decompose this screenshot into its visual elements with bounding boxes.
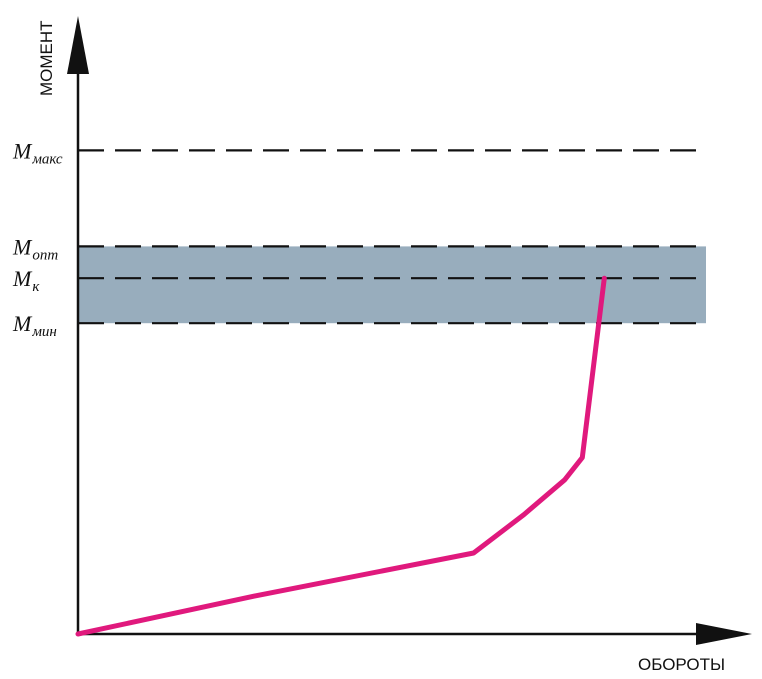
level-label-sub: опт	[32, 247, 58, 263]
level-label-main: M	[12, 311, 33, 336]
level-label-main: M	[12, 266, 33, 291]
axes: МОМЕНТ ОБОРОТЫ	[37, 16, 752, 674]
level-label-sub: к	[32, 279, 40, 295]
level-label-0: Mмакс	[12, 138, 63, 167]
level-label-2: Mк	[12, 266, 40, 295]
level-label-main: M	[12, 138, 33, 163]
x-axis-label: ОБОРОТЫ	[638, 655, 725, 674]
level-label-main: M	[12, 234, 33, 259]
level-label-sub: мин	[31, 324, 57, 340]
y-axis-arrow-icon	[67, 16, 89, 74]
x-axis-arrow-icon	[696, 623, 752, 645]
series-line-0	[75, 275, 607, 637]
level-lines-layer	[78, 149, 706, 325]
level-label-1: Mопт	[12, 234, 58, 263]
optimal-band-layer	[78, 246, 706, 324]
level-label-3: Mмин	[12, 311, 57, 340]
optimal-band	[78, 246, 706, 324]
y-axis-label: МОМЕНТ	[37, 20, 56, 96]
series-layer	[75, 275, 607, 637]
level-label-sub: макс	[31, 151, 63, 167]
